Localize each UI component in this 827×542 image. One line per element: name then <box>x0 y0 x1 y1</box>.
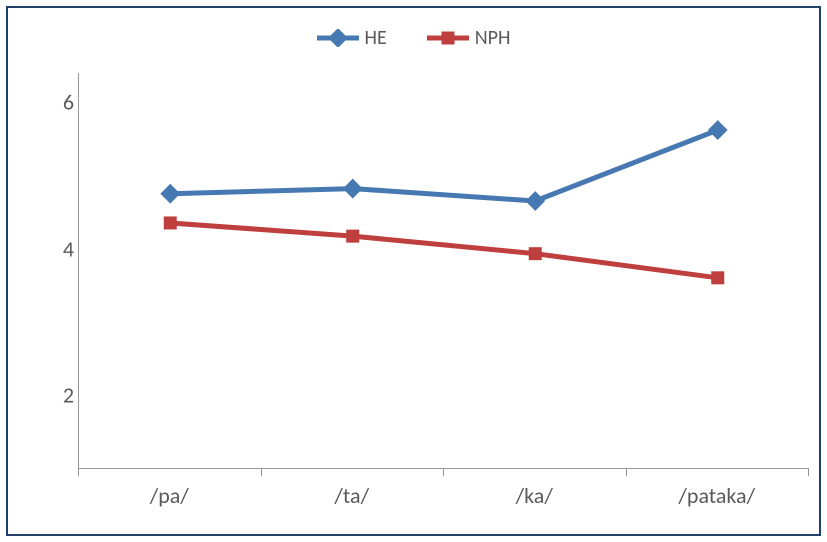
x-tick-mark <box>626 468 627 476</box>
chart-container: HE NPH 2 4 6 /pa/ /ta/ /ka/ /pataka/ <box>6 6 821 536</box>
plot-area <box>78 73 809 469</box>
x-tick-label: /ta/ <box>334 482 369 509</box>
x-tick-label: /ka/ <box>516 482 553 509</box>
legend-label-he: HE <box>365 26 387 50</box>
marker-nph <box>164 216 177 229</box>
marker-nph <box>529 247 542 260</box>
x-tick-mark <box>443 468 444 476</box>
legend-icon-he <box>317 29 359 47</box>
x-tick-mark <box>808 468 809 476</box>
marker-he <box>525 191 545 211</box>
series-line-nph <box>170 223 718 278</box>
y-tick-label: 2 <box>34 381 74 408</box>
x-tick-mark <box>78 468 79 476</box>
series-line-he <box>170 130 718 201</box>
marker-he <box>160 184 180 204</box>
legend-item-he: HE <box>317 26 387 50</box>
plot-svg <box>79 73 809 468</box>
x-tick-label: /pataka/ <box>678 482 755 509</box>
marker-he <box>343 179 363 199</box>
legend-label-nph: NPH <box>475 26 511 50</box>
legend-icon-nph <box>427 29 469 47</box>
x-tick-mark <box>261 468 262 476</box>
marker-nph <box>346 230 359 243</box>
x-tick-label: /pa/ <box>150 482 189 509</box>
y-tick-label: 4 <box>34 235 74 262</box>
marker-nph <box>711 271 724 284</box>
legend: HE NPH <box>8 18 819 58</box>
y-tick-label: 6 <box>34 89 74 116</box>
legend-item-nph: NPH <box>427 26 511 50</box>
marker-he <box>708 120 728 140</box>
